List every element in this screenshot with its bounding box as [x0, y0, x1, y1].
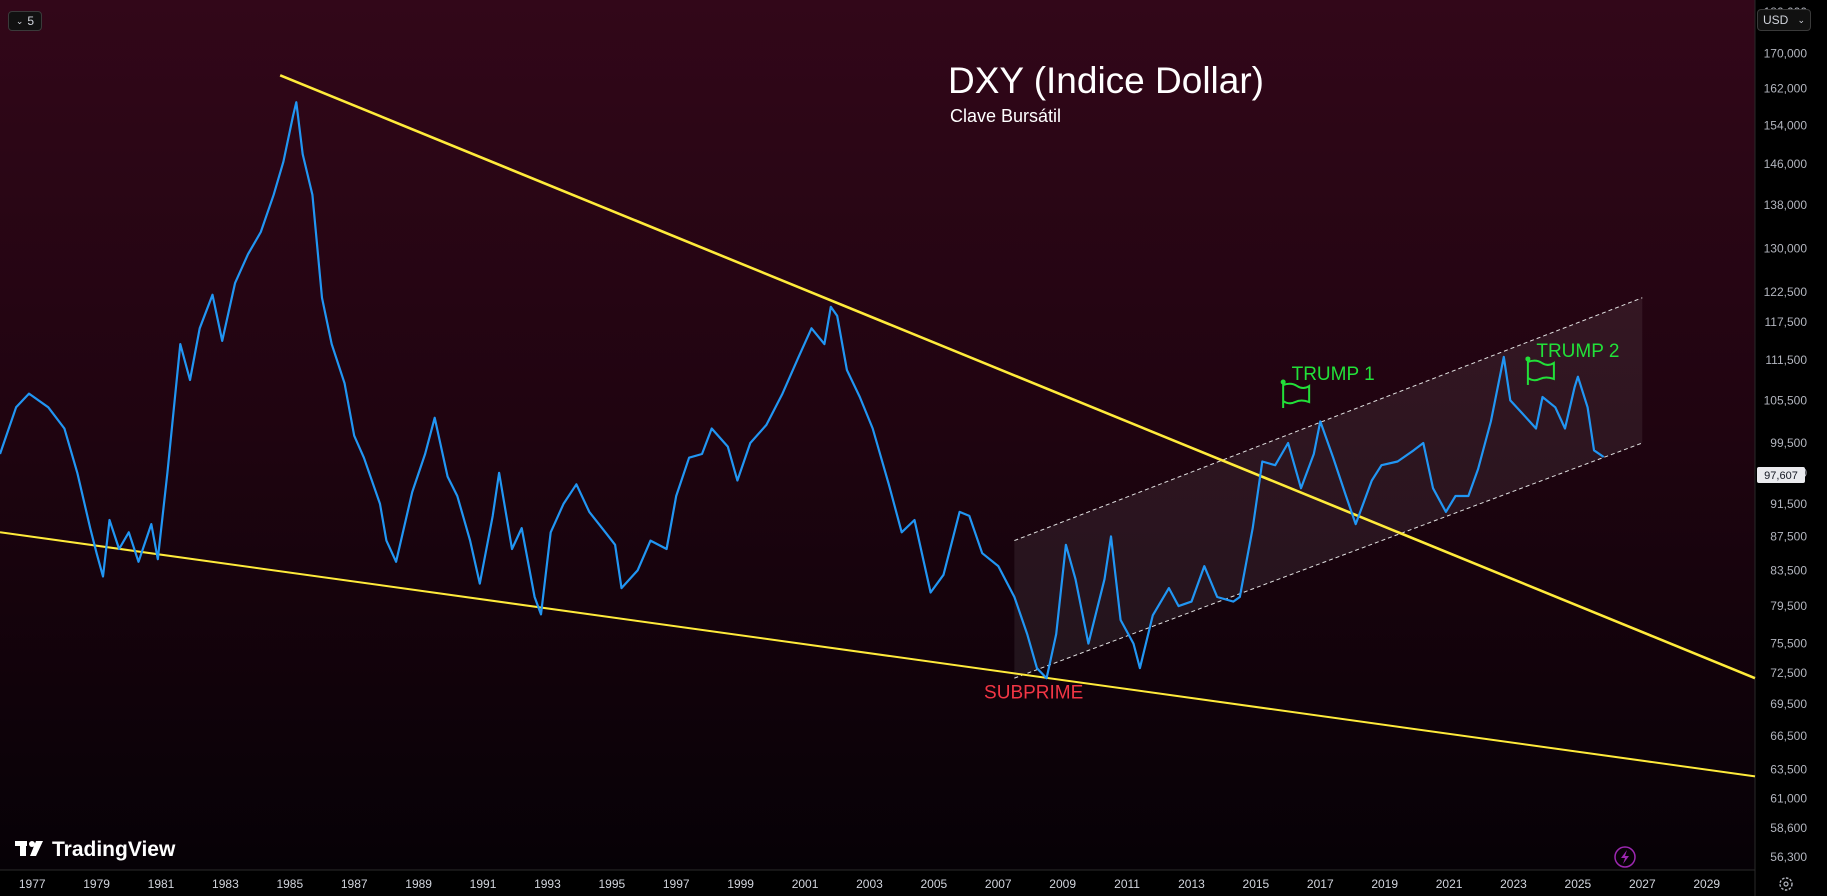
x-tick-label: 1985 [276, 877, 303, 891]
settings-gear-button[interactable] [1779, 877, 1793, 891]
interval-badge: 5 [27, 14, 35, 28]
chart-title: DXY (Indice Dollar) [948, 60, 1264, 101]
x-tick-label: 1993 [534, 877, 561, 891]
collapse-indicators-button[interactable]: ⌄ 5 [8, 11, 42, 31]
x-tick-label: 2029 [1693, 877, 1720, 891]
channel-upper-line[interactable] [1014, 297, 1643, 542]
currency-selector[interactable]: USD ⌄ [1757, 9, 1811, 31]
x-tick-label: 1981 [148, 877, 175, 891]
flag-icon [1280, 379, 1311, 409]
y-tick-label: 91,500 [1770, 497, 1807, 511]
x-tick-label: 2017 [1307, 877, 1334, 891]
lower-trendline[interactable] [0, 531, 1756, 778]
x-tick-label: 2009 [1049, 877, 1076, 891]
y-tick-label: 63,500 [1770, 762, 1807, 776]
y-tick-label: 117,500 [1765, 315, 1808, 329]
x-tick-label: 2015 [1243, 877, 1270, 891]
y-tick-label: 105,500 [1764, 393, 1808, 407]
x-tick-label: 2019 [1371, 877, 1398, 891]
y-tick-label: 87,500 [1770, 529, 1807, 543]
tradingview-logo[interactable]: TradingView [15, 838, 176, 861]
x-tick-label: 1997 [663, 877, 690, 891]
x-tick-label: 1987 [341, 877, 368, 891]
x-tick-label: 2013 [1178, 877, 1205, 891]
tradingview-wordmark: TradingView [52, 838, 176, 861]
y-tick-label: 75,500 [1770, 637, 1807, 651]
x-tick-label: 1995 [598, 877, 625, 891]
annotation-trump-2: TRUMP 2 [1536, 341, 1619, 362]
time-axis-labels: 1977 1979 1981 1983 1985 1987 1989 1991 1993 1995… [19, 877, 1721, 891]
lightning-button[interactable] [1614, 846, 1636, 868]
lightning-icon [1621, 850, 1629, 864]
annotations: SUBPRIME TRUMP 1 TRUMP 2 [984, 341, 1619, 704]
y-tick-label: 111,500 [1765, 353, 1807, 367]
y-tick-label: 99,500 [1770, 436, 1807, 450]
price-axis-labels: 180,000170,000162,000154,000146,000138,0… [1764, 5, 1808, 864]
y-tick-label: 154,000 [1764, 118, 1808, 132]
x-tick-label: 2023 [1500, 877, 1527, 891]
x-tick-label: 2005 [921, 877, 948, 891]
flag-icon [1525, 356, 1555, 385]
tradingview-icon [15, 841, 43, 856]
dxy-price-line[interactable] [0, 101, 1605, 680]
trendlines[interactable] [0, 74, 1756, 778]
channel-fill [1014, 297, 1643, 679]
annotation-subprime: SUBPRIME [984, 683, 1083, 704]
upper-trendline[interactable] [279, 74, 1756, 680]
x-tick-label: 2007 [985, 877, 1012, 891]
gear-icon [1779, 877, 1793, 891]
series-layer [0, 101, 1605, 680]
y-tick-label: 130,000 [1764, 242, 1808, 256]
y-tick-label: 72,500 [1770, 666, 1807, 680]
y-tick-label: 83,500 [1770, 563, 1807, 577]
x-tick-label: 2001 [792, 877, 819, 891]
regression-channel[interactable] [1014, 297, 1643, 679]
x-tick-label: 2003 [856, 877, 883, 891]
x-tick-label: 1983 [212, 877, 239, 891]
chevron-down-icon: ⌄ [15, 15, 24, 26]
plot-background [0, 0, 1755, 870]
y-tick-label: 56,300 [1770, 850, 1807, 864]
y-tick-label: 69,500 [1770, 697, 1807, 711]
x-tick-label: 1989 [405, 877, 432, 891]
chevron-down-icon: ⌄ [1797, 14, 1805, 25]
y-tick-label: 138,000 [1764, 198, 1808, 212]
chart-subtitle: Clave Bursátil [950, 106, 1061, 126]
x-tick-label: 2027 [1629, 877, 1656, 891]
annotation-trump-1: TRUMP 1 [1292, 364, 1375, 385]
x-tick-label: 2011 [1114, 877, 1140, 891]
y-tick-label: 170,000 [1764, 47, 1808, 61]
y-tick-label: 162,000 [1764, 82, 1808, 96]
x-tick-label: 1977 [19, 877, 46, 891]
y-tick-label: 79,500 [1770, 599, 1807, 613]
y-tick-label: 122,500 [1764, 285, 1808, 299]
last-price-label: 97,607 [1757, 467, 1805, 483]
last-price-value: 97,607 [1764, 470, 1798, 482]
x-tick-label: 1991 [470, 877, 497, 891]
y-tick-label: 66,500 [1770, 729, 1807, 743]
y-tick-label: 58,600 [1770, 821, 1807, 835]
time-axis-panel[interactable] [0, 870, 1755, 896]
x-tick-label: 1999 [727, 877, 754, 891]
y-tick-label: 146,000 [1764, 157, 1808, 171]
x-tick-label: 2025 [1565, 877, 1592, 891]
y-tick-label: 61,000 [1770, 792, 1807, 806]
price-axis-panel[interactable] [1755, 0, 1827, 896]
currency-label: USD [1763, 13, 1789, 27]
x-tick-label: 1979 [83, 877, 110, 891]
x-tick-label: 2021 [1436, 877, 1463, 891]
